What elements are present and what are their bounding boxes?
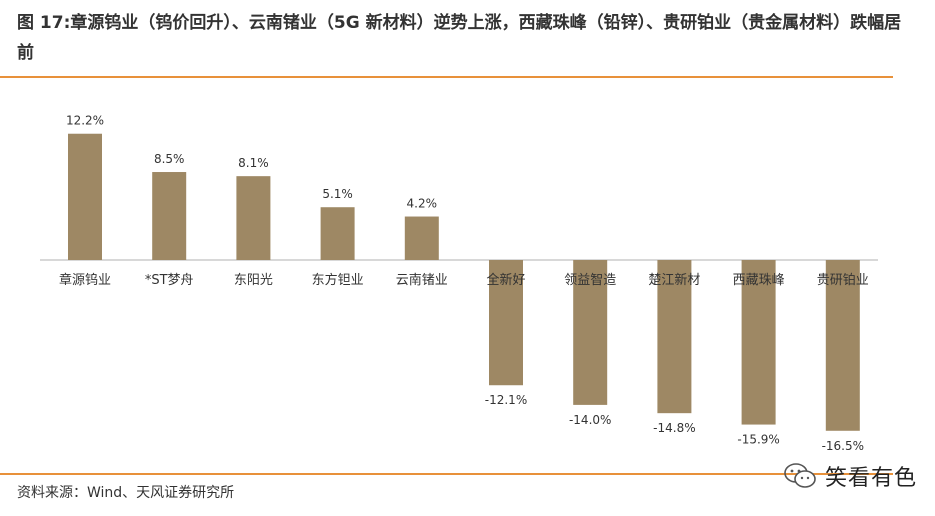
- top-divider: [0, 76, 893, 78]
- category-label-1: 章源钨业: [59, 272, 111, 288]
- bar-4: [320, 207, 355, 260]
- category-label-9: 西藏珠峰: [733, 273, 785, 288]
- category-label-10: 贵研铂业: [817, 272, 869, 288]
- value-label-5: 4.2%: [407, 197, 438, 211]
- bar-9: [741, 260, 776, 425]
- category-label-7: 领益智造: [564, 273, 616, 288]
- chat-bubble-icon: [784, 463, 816, 488]
- value-label-6: -12.1%: [485, 393, 527, 407]
- category-label-4: 东方钽业: [312, 272, 364, 288]
- value-label-4: 5.1%: [322, 187, 353, 201]
- bar-7: [573, 260, 608, 405]
- watermark-text: 笑看有色: [825, 466, 918, 491]
- bar-5: [404, 216, 439, 260]
- source-note: 资料来源：Wind、天风证券研究所: [17, 485, 235, 501]
- chart-title: 图 17:章源钨业（钨价回升）、云南锗业（5G 新材料）逆势上涨，西藏珠峰（铅锌…: [17, 13, 902, 63]
- bar-6: [489, 260, 523, 386]
- value-label-9: -15.9%: [737, 433, 779, 447]
- bottom-divider: [0, 473, 893, 475]
- value-label-7: -14.0%: [569, 413, 611, 427]
- value-label-2: 8.5%: [154, 152, 185, 166]
- bar-10: [825, 260, 860, 431]
- category-label-6: 全新好: [486, 272, 525, 288]
- bar-8: [657, 260, 692, 414]
- bar-3: [236, 176, 271, 260]
- category-label-2: *ST梦舟: [145, 273, 194, 288]
- watermark: 笑看有色: [783, 458, 917, 494]
- value-label-8: -14.8%: [653, 421, 695, 435]
- bar-2: [152, 172, 187, 260]
- bar-1: [68, 133, 102, 260]
- value-label-1: 12.2%: [66, 114, 104, 128]
- value-label-3: 8.1%: [238, 156, 269, 170]
- category-label-3: 东阳光: [234, 273, 273, 288]
- category-label-5: 云南锗业: [396, 272, 448, 288]
- value-label-10: -16.5%: [822, 439, 864, 453]
- category-label-8: 楚江新材: [648, 272, 700, 288]
